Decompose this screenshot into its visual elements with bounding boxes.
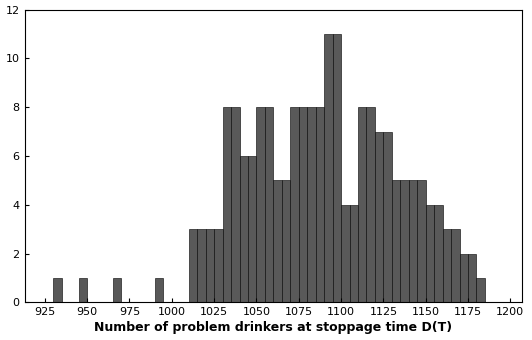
Bar [443,229,451,302]
Bar [426,205,434,302]
Bar [273,181,282,302]
Bar [315,107,324,302]
Bar [451,229,460,302]
Bar [256,107,265,302]
Bar [239,156,248,302]
Bar [155,278,163,302]
Bar [189,229,197,302]
Bar [113,278,121,302]
Bar [206,229,214,302]
Bar [214,229,222,302]
Bar [222,107,231,302]
Bar [299,107,307,302]
Bar [307,107,315,302]
Bar [324,34,332,302]
Bar [282,181,290,302]
Bar [392,181,400,302]
Bar [375,132,384,302]
Bar [434,205,443,302]
Bar [358,107,367,302]
Bar [265,107,273,302]
Bar [341,205,350,302]
Bar [79,278,87,302]
Bar [231,107,239,302]
Bar [409,181,417,302]
Bar [477,278,485,302]
X-axis label: Number of problem drinkers at stoppage time D(T): Number of problem drinkers at stoppage t… [94,321,452,335]
Bar [197,229,206,302]
Bar [248,156,256,302]
Bar [367,107,375,302]
Bar [332,34,341,302]
Bar [460,254,468,302]
Bar [400,181,409,302]
Bar [468,254,477,302]
Bar [417,181,426,302]
Bar [350,205,358,302]
Bar [290,107,299,302]
Bar [53,278,62,302]
Bar [384,132,392,302]
